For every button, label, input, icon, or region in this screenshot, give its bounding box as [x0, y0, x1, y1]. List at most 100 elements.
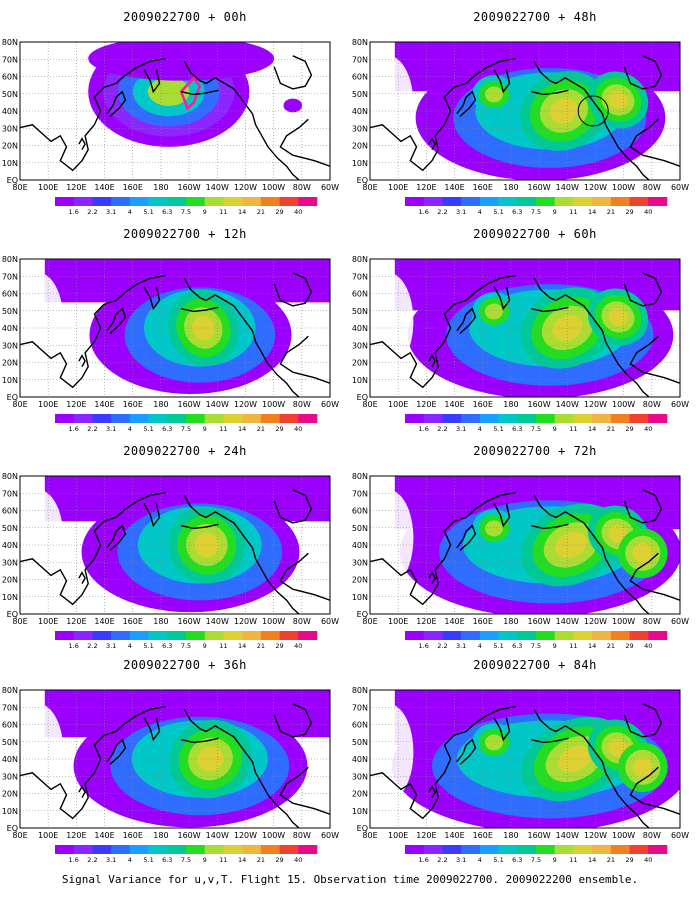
colorbar-label: 21	[607, 642, 615, 650]
colorbar-label: 21	[257, 856, 265, 864]
longitude-label: 180	[153, 831, 168, 840]
colorbar-label: 14	[588, 208, 596, 216]
latitude-label: 30N	[352, 124, 368, 133]
longitude-label: 100E	[388, 400, 408, 409]
latitude-label: 20N	[352, 359, 368, 368]
longitude-label: 120W	[234, 400, 257, 409]
latitude-label: EQ	[7, 610, 18, 619]
colorbar-swatch	[479, 845, 499, 854]
longitude-label: 120E	[416, 831, 436, 840]
colorbar-swatch	[242, 197, 262, 206]
colorbar-swatch	[167, 414, 187, 423]
colorbar-swatch	[517, 845, 537, 854]
longitude-label: 140E	[444, 400, 464, 409]
colorbar-label: 40	[644, 208, 652, 216]
colorbar-swatch	[111, 197, 131, 206]
colorbar-swatch	[536, 197, 556, 206]
latitude-label: EQ	[357, 393, 368, 402]
longitude-label: 140W	[206, 831, 229, 840]
colorbar-swatch	[186, 197, 206, 206]
longitude-label: 160E	[123, 617, 143, 626]
longitude-label: 120E	[66, 183, 86, 192]
longitude-label: 180	[503, 831, 518, 840]
longitude-label: 180	[503, 183, 518, 192]
colorbar-label: 29	[275, 208, 283, 216]
longitude-label: 180	[153, 400, 168, 409]
colorbar-swatch	[517, 414, 537, 423]
latitude-label: 70N	[2, 272, 18, 281]
latitude-label: 20N	[352, 576, 368, 585]
latitude-label: 60N	[2, 290, 18, 299]
longitude-label: 160W	[527, 617, 550, 626]
colorbar-label: 4	[128, 208, 132, 216]
latitude-label: 80N	[352, 686, 368, 695]
colorbar-label: 9	[553, 856, 557, 864]
colorbar-label: 9	[203, 642, 207, 650]
colorbar-label: 21	[257, 208, 265, 216]
longitude-label: 120W	[234, 831, 257, 840]
colorbar-label: 5.1	[143, 856, 153, 864]
colorbar-swatch	[610, 631, 630, 640]
colorbar-swatch	[629, 197, 649, 206]
colorbar-swatch	[298, 631, 318, 640]
colorbar-label: 1.6	[419, 856, 429, 864]
colorbar-label: 9	[553, 208, 557, 216]
longitude-label: 160W	[177, 617, 200, 626]
colorbar-label: 1.6	[419, 425, 429, 433]
latitude-label: 40N	[352, 541, 368, 550]
panel-title: 2009022700 + 12h	[123, 227, 247, 241]
latitude-label: 60N	[2, 73, 18, 82]
colorbar-swatch	[573, 197, 593, 206]
colorbar-swatch	[186, 845, 206, 854]
colorbar-label: 5.1	[143, 642, 153, 650]
longitude-label: 160E	[123, 183, 143, 192]
longitude-label: 60W	[321, 831, 339, 840]
longitude-label: 80W	[643, 400, 661, 409]
latitude-label: 30N	[352, 772, 368, 781]
panel-title: 2009022700 + 48h	[473, 10, 597, 24]
latitude-label: 70N	[2, 703, 18, 712]
longitude-label: 60W	[671, 400, 689, 409]
longitude-label: 120W	[584, 183, 607, 192]
colorbar-label: 4	[128, 642, 132, 650]
longitude-label: 60W	[321, 617, 339, 626]
colorbar-swatch	[92, 845, 112, 854]
colorbar-label: 4	[478, 642, 482, 650]
latitude-label: 80N	[352, 38, 368, 47]
colorbar-label: 3.1	[456, 642, 466, 650]
latitude-label: 20N	[352, 790, 368, 799]
longitude-label: 60W	[671, 831, 689, 840]
longitude-label: 140W	[206, 617, 229, 626]
colorbar-label: 3.1	[106, 856, 116, 864]
colorbar-label: 7.5	[531, 856, 541, 864]
latitude-label: 10N	[2, 593, 18, 602]
colorbar-label: 5.1	[493, 642, 503, 650]
latitude-label: 70N	[352, 489, 368, 498]
longitude-label: 180	[153, 617, 168, 626]
colorbar-label: 9	[203, 856, 207, 864]
longitude-label: 140W	[556, 617, 579, 626]
colorbar-swatch	[279, 197, 299, 206]
colorbar-label: 6.3	[162, 425, 172, 433]
latitude-label: 30N	[2, 558, 18, 567]
longitude-label: 80W	[293, 617, 311, 626]
colorbar-label: 40	[294, 856, 302, 864]
longitude-label: 120E	[66, 617, 86, 626]
colorbar-label: 4	[478, 425, 482, 433]
latitude-label: 50N	[2, 90, 18, 99]
colorbar-label: 2.2	[87, 425, 97, 433]
colorbar-label: 7.5	[531, 425, 541, 433]
colorbar-label: 14	[588, 856, 596, 864]
latitude-label: 50N	[2, 738, 18, 747]
colorbar-swatch	[223, 631, 243, 640]
colorbar-label: 2.2	[437, 208, 447, 216]
colorbar-swatch	[92, 197, 112, 206]
latitude-label: 20N	[352, 142, 368, 151]
colorbar-label: 11	[219, 425, 227, 433]
longitude-label: 160E	[473, 617, 493, 626]
colorbar-label: 2.2	[437, 856, 447, 864]
colorbar-swatch	[55, 197, 75, 206]
figure-caption: Signal Variance for u,v,T. Flight 15. Ob…	[61, 873, 639, 886]
